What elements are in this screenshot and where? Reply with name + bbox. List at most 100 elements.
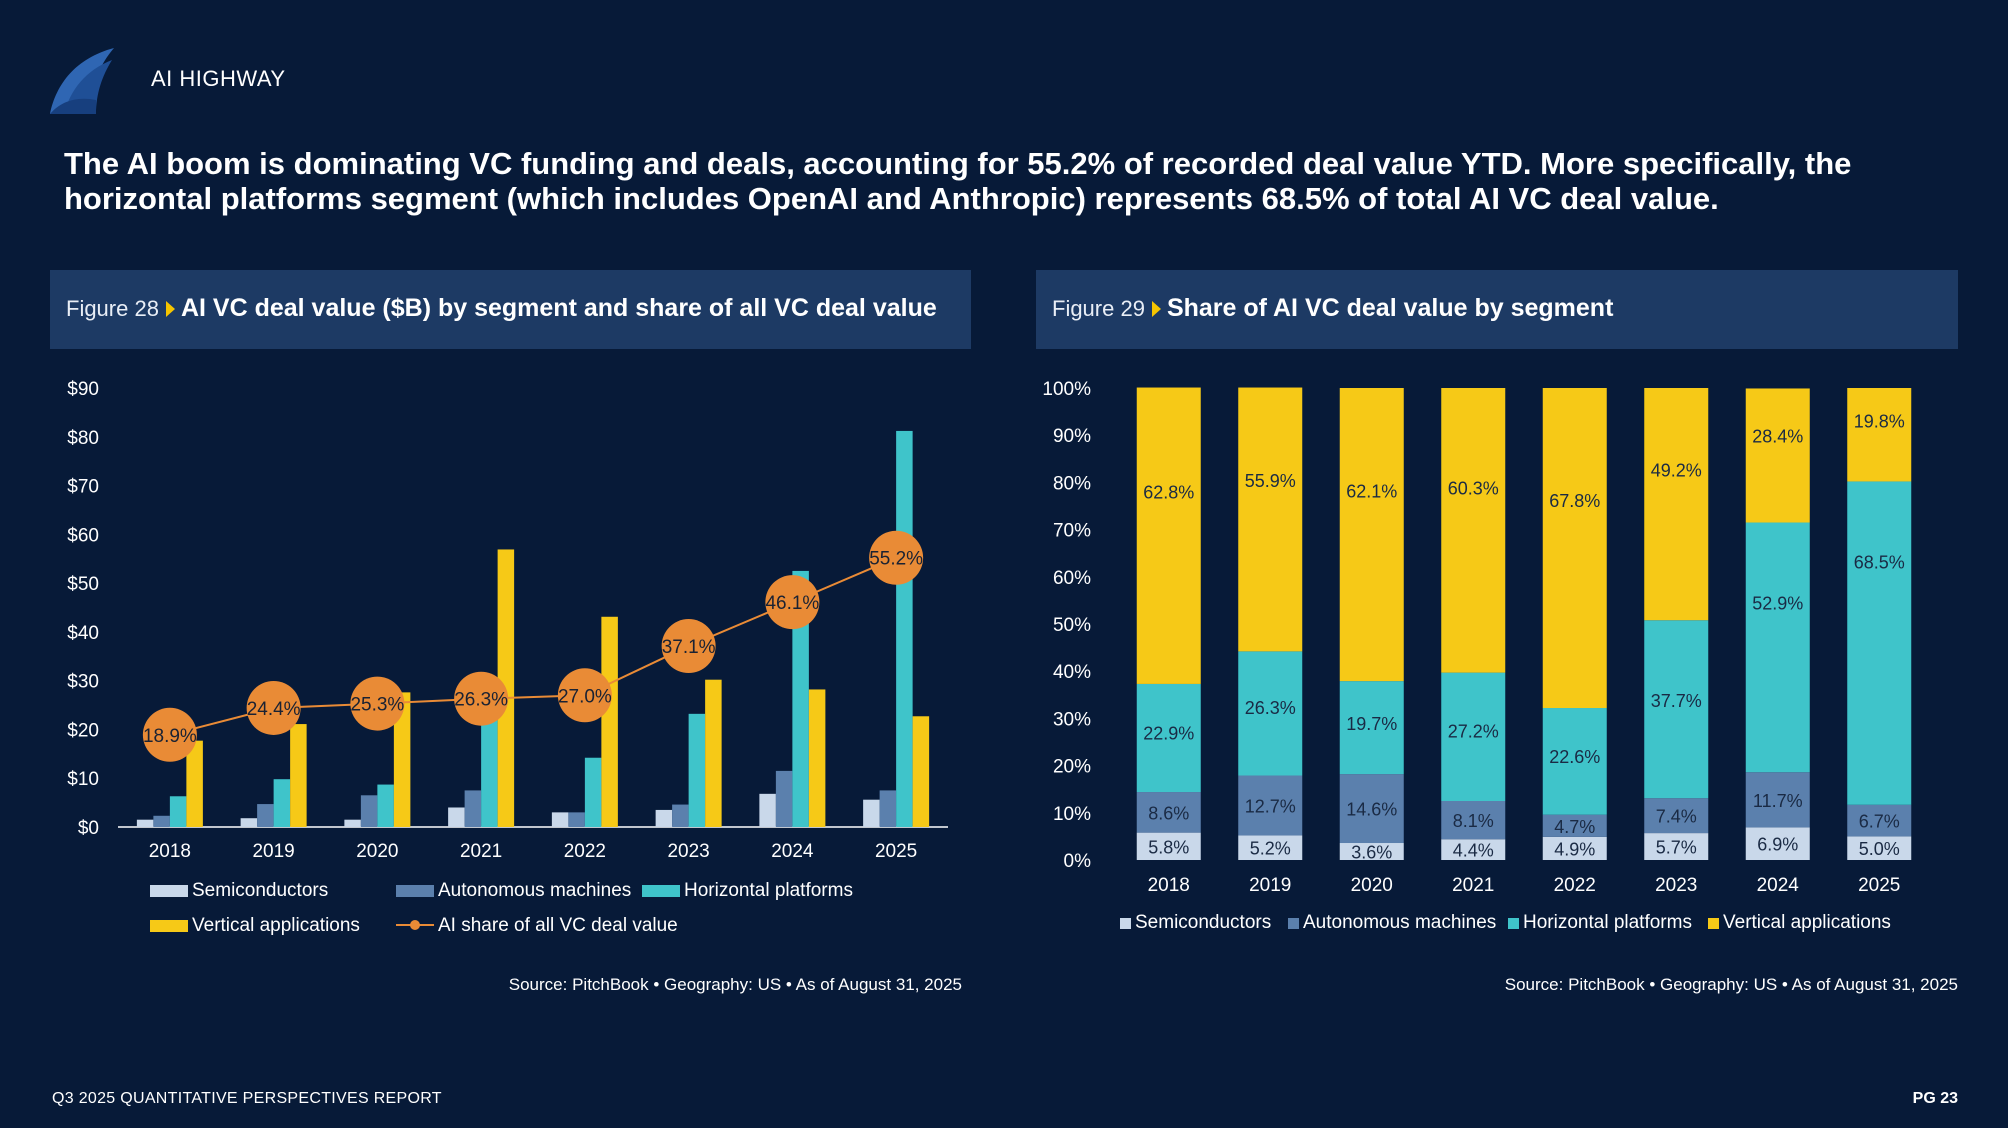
segment-value-label: 5.7% [1656, 838, 1697, 858]
ai-share-point [765, 575, 820, 630]
bar-autonomous-machines [360, 795, 378, 827]
bar-semiconductors [344, 819, 361, 827]
bar-semiconductors [551, 812, 569, 827]
bar-semiconductors [136, 819, 154, 827]
x-tick-label: 2022 [564, 841, 606, 862]
y-tick-label: $80 [67, 428, 99, 449]
stacked-bar-autonomous-machines [1644, 798, 1709, 834]
bar-vertical-applications [912, 716, 930, 827]
legend-label: Vertical applications [192, 915, 360, 936]
segment-value-label: 6.7% [1859, 812, 1900, 832]
legend-swatch [150, 920, 188, 932]
bar-horizontal-platforms [377, 784, 394, 827]
segment-value-label: 22.9% [1143, 724, 1194, 744]
segment-value-label: 49.2% [1651, 460, 1702, 480]
stacked-bar-semiconductors [1644, 833, 1709, 860]
stacked-bar-vertical-applications [1745, 388, 1810, 523]
caret-right-icon [1151, 301, 1161, 317]
legend-item: Autonomous machines [1288, 912, 1496, 934]
stacked-bar-autonomous-machines [1238, 775, 1303, 836]
legend-line-swatch [396, 920, 434, 930]
stacked-bar-autonomous-machines [1847, 804, 1912, 837]
segment-value-label: 3.6% [1351, 843, 1392, 863]
legend-label: Horizontal platforms [1523, 912, 1692, 933]
y-tick-label: $60 [67, 525, 99, 546]
stacked-bar-horizontal-platforms [1339, 681, 1404, 775]
stacked-bar-semiconductors [1136, 832, 1201, 860]
figure-28-header: Figure 28 AI VC deal value ($B) by segmen… [50, 270, 971, 349]
y-tick-label: $30 [67, 672, 99, 693]
brand-name: AI HIGHWAY [151, 66, 286, 91]
stacked-bar-semiconductors [1441, 839, 1506, 860]
ai-share-label: 46.1% [765, 593, 819, 614]
legend-label: Autonomous machines [1303, 912, 1497, 933]
stacked-bar-autonomous-machines [1136, 792, 1201, 833]
stacked-bar-semiconductors [1542, 836, 1607, 860]
bar-semiconductors [448, 807, 465, 827]
segment-value-label: 5.8% [1148, 837, 1189, 857]
legend-swatch [150, 885, 188, 897]
segment-value-label: 14.6% [1346, 800, 1397, 820]
segment-value-label: 37.7% [1651, 691, 1702, 711]
figure-28-title: AI VC deal value ($B) by segment and sha… [180, 294, 937, 322]
bar-vertical-applications [808, 689, 826, 827]
segment-value-label: 22.6% [1549, 747, 1600, 767]
ai-share-label: 18.9% [143, 726, 197, 747]
bar-semiconductors [655, 809, 673, 827]
segment-value-label: 4.7% [1554, 817, 1595, 837]
caret-right-icon [165, 301, 175, 317]
segment-value-label: 67.8% [1549, 491, 1600, 511]
y-tick-label: $40 [67, 623, 99, 644]
y-tick-label: 20% [1053, 757, 1091, 778]
legend-label: Semiconductors [1135, 912, 1272, 933]
stacked-bar-vertical-applications [1238, 387, 1303, 652]
y-tick-label: 100% [1042, 379, 1091, 400]
x-tick-label: 2020 [356, 841, 398, 862]
legend-swatch [1708, 918, 1719, 929]
x-tick-label: 2019 [252, 841, 294, 862]
stacked-bar-vertical-applications [1441, 388, 1506, 673]
x-tick-label: 2022 [1554, 875, 1596, 896]
legend-item: Semiconductors [150, 880, 328, 902]
ai-share-point [557, 668, 612, 723]
segment-value-label: 8.1% [1453, 811, 1494, 831]
legend-label: Horizontal platforms [684, 880, 853, 901]
x-tick-label: 2024 [771, 841, 814, 862]
ai-share-point [869, 530, 924, 585]
stacked-bar-autonomous-machines [1745, 772, 1810, 828]
legend-label: AI share of all VC deal value [438, 915, 678, 936]
segment-value-label: 19.8% [1854, 412, 1905, 432]
ai-share-label: 26.3% [454, 690, 508, 711]
ai-share-label: 55.2% [869, 549, 923, 570]
legend-item: Horizontal platforms [642, 880, 853, 902]
figure-29-header: Figure 29 Share of AI VC deal value by se… [1036, 270, 1958, 349]
bar-autonomous-machines [257, 804, 274, 827]
page-number: PG 23 [1912, 1090, 1958, 1107]
segment-value-label: 27.2% [1448, 721, 1499, 741]
ai-share-point [350, 676, 405, 731]
segment-value-label: 60.3% [1448, 479, 1499, 499]
legend-item: Semiconductors [1120, 912, 1271, 934]
page-headline: The AI boom is dominating VC funding and… [64, 146, 1852, 216]
ai-share-point [142, 707, 197, 762]
bar-vertical-applications [186, 740, 203, 827]
stacked-bar-semiconductors [1238, 835, 1303, 860]
y-tick-label: 70% [1053, 521, 1091, 542]
legend-swatch [396, 885, 434, 897]
legend-label: Autonomous machines [438, 880, 632, 901]
x-tick-label: 2018 [149, 841, 191, 862]
segment-value-label: 4.9% [1554, 839, 1595, 859]
ai-share-label: 25.3% [350, 695, 404, 716]
stacked-bar-vertical-applications [1847, 388, 1912, 482]
segment-value-label: 68.5% [1854, 552, 1905, 572]
stacked-bar-horizontal-platforms [1847, 481, 1912, 805]
figure-28-number: Figure 28 [66, 296, 159, 321]
stacked-bar-semiconductors [1339, 843, 1404, 860]
bar-horizontal-platforms [169, 796, 187, 827]
y-tick-label: $70 [67, 477, 99, 498]
y-tick-label: $90 [67, 379, 99, 400]
bar-autonomous-machines [464, 790, 482, 827]
bar-vertical-applications [601, 616, 618, 827]
segment-value-label: 62.8% [1143, 482, 1194, 502]
y-tick-label: $50 [67, 574, 99, 595]
